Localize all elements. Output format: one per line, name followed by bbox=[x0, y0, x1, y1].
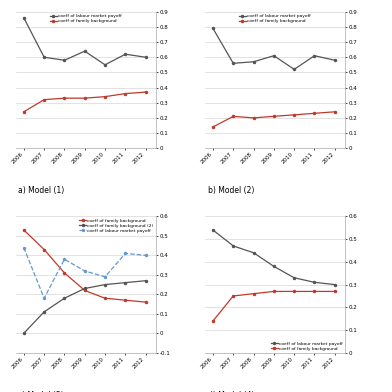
coeff of family background bbox=[42, 97, 47, 102]
coeff of family background bbox=[332, 109, 337, 114]
coeff of family background bbox=[82, 288, 87, 293]
coeff of labour market payoff bbox=[123, 251, 128, 256]
coeff of family background (2) bbox=[143, 278, 148, 283]
coeff of labour market payoff bbox=[231, 61, 236, 65]
coeff of family background bbox=[62, 96, 67, 100]
coeff of family background (2) bbox=[123, 280, 128, 285]
coeff of family background bbox=[312, 111, 317, 116]
coeff of family background bbox=[292, 289, 296, 294]
coeff of family background bbox=[251, 291, 256, 296]
Legend: coeff of family background, coeff of family background (2), coeff of labour mark: coeff of family background, coeff of fam… bbox=[78, 217, 155, 234]
coeff of family background bbox=[42, 247, 47, 252]
Line: coeff of labour market payoff: coeff of labour market payoff bbox=[23, 17, 147, 66]
coeff of labour market payoff bbox=[123, 52, 128, 56]
coeff of labour market payoff bbox=[62, 58, 67, 63]
Line: coeff of labour market payoff: coeff of labour market payoff bbox=[212, 229, 336, 286]
Line: coeff of family background: coeff of family background bbox=[23, 229, 147, 303]
coeff of family background bbox=[123, 298, 128, 303]
coeff of labour market payoff bbox=[272, 264, 276, 269]
Text: d) Model (4): d) Model (4) bbox=[208, 391, 254, 392]
Text: b) Model (2): b) Model (2) bbox=[208, 186, 254, 195]
Legend: coeff of labour market payoff, coeff of family background: coeff of labour market payoff, coeff of … bbox=[48, 12, 123, 25]
coeff of family background bbox=[211, 319, 215, 323]
Line: coeff of labour market payoff: coeff of labour market payoff bbox=[23, 247, 147, 299]
Line: coeff of family background: coeff of family background bbox=[23, 91, 147, 113]
coeff of labour market payoff bbox=[22, 15, 26, 20]
coeff of family background (2) bbox=[22, 331, 26, 336]
coeff of labour market payoff bbox=[103, 274, 107, 279]
coeff of family background (2) bbox=[62, 296, 67, 301]
coeff of labour market payoff bbox=[211, 26, 215, 31]
coeff of family background bbox=[103, 296, 107, 301]
coeff of labour market payoff bbox=[332, 58, 337, 63]
Legend: coeff of labour market payoff, coeff of family background: coeff of labour market payoff, coeff of … bbox=[237, 12, 312, 25]
coeff of family background bbox=[272, 114, 276, 119]
coeff of family background bbox=[82, 96, 87, 100]
coeff of labour market payoff bbox=[82, 49, 87, 54]
coeff of family background (2) bbox=[82, 286, 87, 291]
coeff of labour market payoff bbox=[332, 282, 337, 287]
coeff of labour market payoff bbox=[42, 296, 47, 301]
coeff of labour market payoff bbox=[292, 276, 296, 280]
coeff of family background bbox=[332, 289, 337, 294]
coeff of labour market payoff bbox=[143, 253, 148, 258]
coeff of labour market payoff bbox=[312, 53, 317, 58]
coeff of family background (2) bbox=[103, 282, 107, 287]
coeff of family background bbox=[211, 125, 215, 129]
coeff of labour market payoff bbox=[211, 228, 215, 232]
coeff of labour market payoff bbox=[251, 60, 256, 64]
Line: coeff of family background: coeff of family background bbox=[212, 111, 336, 128]
coeff of labour market payoff bbox=[82, 269, 87, 273]
coeff of family background bbox=[22, 228, 26, 232]
coeff of family background bbox=[22, 109, 26, 114]
coeff of labour market payoff bbox=[143, 55, 148, 60]
Line: coeff of family background (2): coeff of family background (2) bbox=[23, 279, 147, 334]
Line: coeff of labour market payoff: coeff of labour market payoff bbox=[212, 27, 336, 71]
coeff of family background bbox=[231, 294, 236, 298]
coeff of family background bbox=[231, 114, 236, 119]
coeff of family background bbox=[272, 289, 276, 294]
coeff of family background bbox=[143, 300, 148, 305]
coeff of family background bbox=[143, 90, 148, 94]
coeff of labour market payoff bbox=[42, 55, 47, 60]
coeff of family background (2) bbox=[42, 310, 47, 314]
coeff of labour market payoff bbox=[62, 257, 67, 261]
Text: a) Model (1): a) Model (1) bbox=[18, 186, 65, 195]
coeff of family background bbox=[123, 91, 128, 96]
coeff of labour market payoff bbox=[292, 67, 296, 72]
coeff of family background bbox=[103, 94, 107, 99]
coeff of labour market payoff bbox=[251, 250, 256, 255]
coeff of family background bbox=[292, 113, 296, 117]
coeff of family background bbox=[312, 289, 317, 294]
coeff of family background bbox=[251, 116, 256, 120]
coeff of labour market payoff bbox=[231, 243, 236, 248]
coeff of labour market payoff bbox=[272, 53, 276, 58]
coeff of labour market payoff bbox=[103, 62, 107, 67]
coeff of labour market payoff bbox=[22, 245, 26, 250]
Line: coeff of family background: coeff of family background bbox=[212, 290, 336, 322]
coeff of family background bbox=[62, 270, 67, 275]
coeff of labour market payoff bbox=[312, 280, 317, 285]
Legend: coeff of labour market payoff, coeff of family background: coeff of labour market payoff, coeff of … bbox=[269, 340, 345, 352]
Text: c) Model (3): c) Model (3) bbox=[18, 391, 64, 392]
